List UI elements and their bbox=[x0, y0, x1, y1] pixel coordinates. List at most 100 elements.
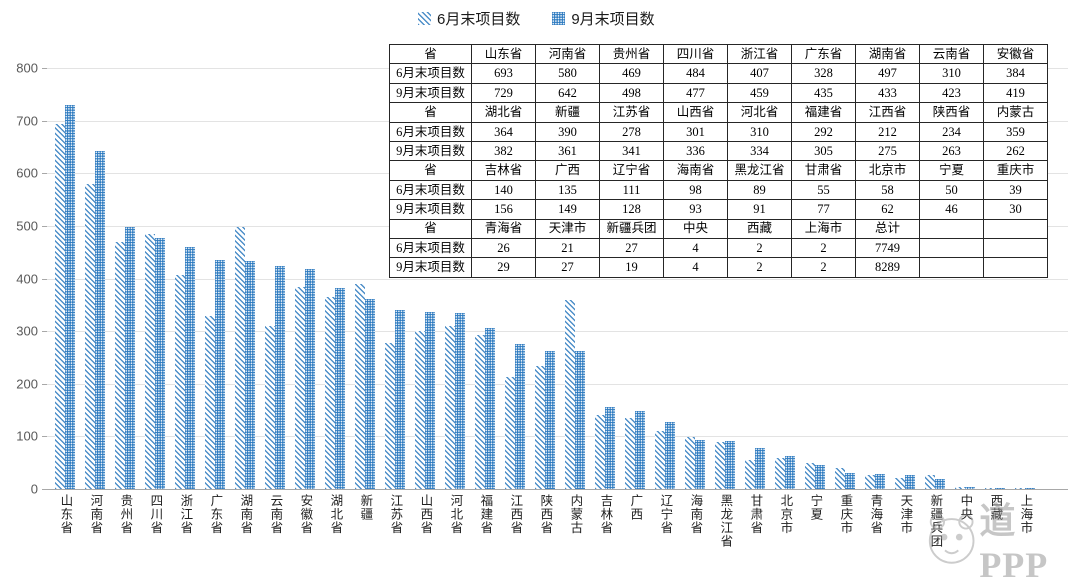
table-cell: 26 bbox=[471, 237, 536, 259]
table-row: 6月末项目数 693 580 469 484 407 328 497 310 384 bbox=[389, 63, 1048, 84]
table-cell: 总计 bbox=[855, 218, 920, 239]
table-cell: 宁夏 bbox=[919, 160, 984, 181]
table-row: 9月末项目数 29 27 19 4 2 2 8289 bbox=[389, 257, 1048, 278]
x-axis-label-text: 湖北省 bbox=[328, 494, 343, 535]
bar-june bbox=[775, 458, 785, 489]
bar-september bbox=[635, 410, 645, 489]
bar-june bbox=[1015, 487, 1025, 489]
bar-june bbox=[325, 297, 335, 489]
y-axis-tick-label: 800 bbox=[16, 60, 38, 76]
table-cell bbox=[919, 257, 984, 278]
x-axis-label-text: 新疆兵团 bbox=[928, 494, 943, 548]
gridline bbox=[46, 383, 1068, 385]
table-cell: 642 bbox=[535, 82, 600, 104]
y-axis-tick-label: 300 bbox=[16, 323, 38, 339]
x-axis-label-text: 新疆 bbox=[358, 494, 373, 521]
table-cell: 310 bbox=[919, 63, 984, 84]
x-axis-label-text: 江苏省 bbox=[388, 494, 403, 535]
table-cell: 27 bbox=[535, 257, 600, 278]
x-axis-label: 浙江省 bbox=[170, 494, 200, 535]
table-cell: 55 bbox=[791, 179, 856, 201]
x-axis-label: 天津市 bbox=[890, 494, 920, 535]
table-cell: 吉林省 bbox=[471, 160, 536, 181]
table-cell: 海南省 bbox=[663, 160, 728, 181]
table-cell: 334 bbox=[727, 140, 792, 162]
bar-september bbox=[365, 299, 375, 489]
table-cell: 497 bbox=[855, 63, 920, 84]
bar-september bbox=[395, 309, 405, 489]
row-header-cell: 6月末项目数 bbox=[389, 237, 472, 259]
row-header-cell: 6月末项目数 bbox=[389, 121, 472, 142]
bar-september bbox=[515, 344, 525, 489]
table-cell: 111 bbox=[599, 179, 664, 201]
bar-june bbox=[415, 330, 425, 489]
table-cell: 8289 bbox=[855, 257, 920, 278]
table-row: 省湖北省 新疆 江苏省 山西省 河北省 福建省 江西省 陕西省 内蒙古 bbox=[389, 102, 1048, 123]
table-cell bbox=[919, 237, 984, 259]
x-axis-label: 河南省 bbox=[80, 494, 110, 535]
table-cell: 中央 bbox=[663, 218, 728, 239]
gridline bbox=[46, 489, 1068, 490]
legend-item-june: 6月末项目数 bbox=[418, 8, 520, 29]
bar-june bbox=[385, 342, 395, 489]
bar-june bbox=[565, 300, 575, 489]
table-cell: 149 bbox=[535, 199, 600, 220]
table-cell: 4 bbox=[663, 237, 728, 259]
bar-september bbox=[665, 421, 675, 489]
table-cell: 湖南省 bbox=[855, 43, 920, 65]
y-axis-tick-label: 700 bbox=[16, 113, 38, 129]
bar-june bbox=[295, 286, 305, 489]
table-cell: 91 bbox=[727, 199, 792, 220]
table-cell: 青海省 bbox=[471, 218, 536, 239]
bar-june bbox=[655, 430, 665, 489]
table-cell: 贵州省 bbox=[599, 43, 664, 65]
bar-september bbox=[215, 260, 225, 489]
bar-june bbox=[985, 487, 995, 489]
x-axis-label-text: 甘肃省 bbox=[748, 494, 763, 535]
table-cell: 423 bbox=[919, 82, 984, 104]
bar-june bbox=[85, 183, 95, 489]
table-cell: 275 bbox=[855, 140, 920, 162]
x-axis-label: 湖北省 bbox=[320, 494, 350, 535]
table-cell: 西藏 bbox=[727, 218, 792, 239]
table-cell: 2 bbox=[727, 257, 792, 278]
row-header-cell: 9月末项目数 bbox=[389, 257, 472, 278]
x-axis-label-text: 海南省 bbox=[688, 494, 703, 535]
table-cell: 27 bbox=[599, 237, 664, 259]
table-cell: 天津市 bbox=[535, 218, 600, 239]
table-cell: 2 bbox=[791, 237, 856, 259]
x-axis-label: 海南省 bbox=[680, 494, 710, 535]
bar-june bbox=[355, 283, 365, 489]
table-cell: 62 bbox=[855, 199, 920, 220]
table-cell: 263 bbox=[919, 140, 984, 162]
x-axis-label-text: 河北省 bbox=[448, 494, 463, 535]
x-axis-label: 江苏省 bbox=[380, 494, 410, 535]
bar-june bbox=[265, 325, 275, 489]
bar-september bbox=[335, 287, 345, 489]
x-axis-label-text: 吉林省 bbox=[598, 494, 613, 535]
table-cell: 89 bbox=[727, 179, 792, 201]
table-cell: 580 bbox=[535, 63, 600, 84]
bar-june bbox=[205, 316, 215, 489]
bar-september bbox=[875, 473, 885, 489]
row-header-cell: 省 bbox=[389, 160, 472, 181]
table-cell bbox=[983, 237, 1048, 259]
table-cell: 433 bbox=[855, 82, 920, 104]
bar-september bbox=[185, 247, 195, 489]
y-axis-tick-label: 200 bbox=[16, 376, 38, 392]
table-cell: 甘肃省 bbox=[791, 160, 856, 181]
x-axis-label-text: 内蒙古 bbox=[568, 494, 583, 535]
table-cell: 435 bbox=[791, 82, 856, 104]
table-cell: 湖北省 bbox=[471, 102, 536, 123]
bar-september bbox=[95, 151, 105, 489]
table-cell: 93 bbox=[663, 199, 728, 220]
y-axis-tick-label: 600 bbox=[16, 165, 38, 181]
row-header-cell: 省 bbox=[389, 218, 472, 239]
table-cell: 河南省 bbox=[535, 43, 600, 65]
table-cell: 693 bbox=[471, 63, 536, 84]
table-cell: 2 bbox=[727, 237, 792, 259]
x-axis-label: 宁夏 bbox=[800, 494, 830, 521]
x-axis-label-text: 广西 bbox=[628, 494, 643, 521]
bar-september bbox=[845, 473, 855, 489]
bar-june bbox=[595, 415, 605, 489]
